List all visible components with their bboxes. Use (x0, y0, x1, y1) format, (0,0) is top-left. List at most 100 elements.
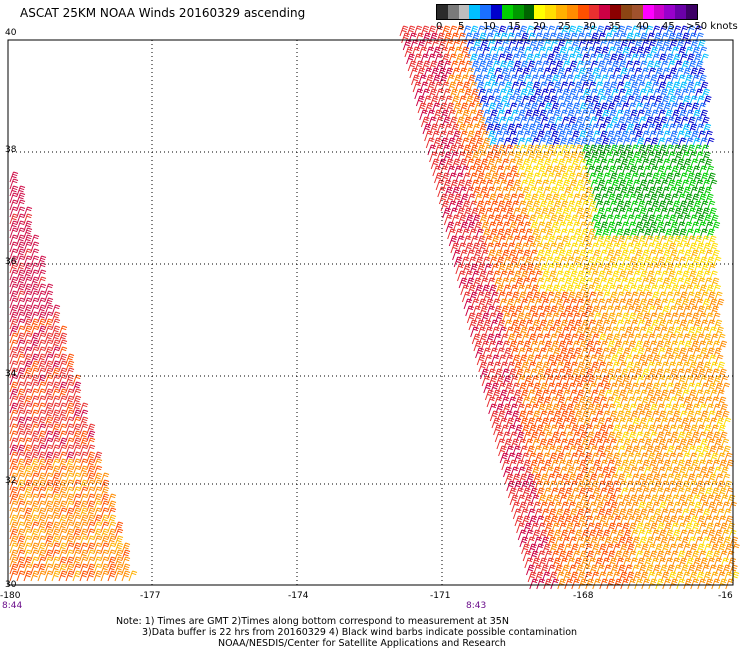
wind-barb (571, 193, 581, 205)
wind-barb (65, 374, 75, 386)
wind-barb (100, 486, 110, 498)
wind-barb (461, 81, 471, 93)
wind-barb (500, 67, 510, 79)
wind-barb (100, 563, 110, 575)
wind-barb (58, 521, 68, 533)
wind-barb (648, 368, 657, 380)
wind-barb (121, 570, 131, 582)
wind-barb (512, 60, 522, 72)
wind-barb (636, 200, 646, 212)
wind-barb (535, 487, 545, 499)
wind-barb (673, 389, 683, 401)
wind-barb (524, 557, 533, 569)
wind-barb (579, 403, 588, 415)
wind-barb (694, 179, 704, 191)
wind-barb (700, 172, 709, 184)
wind-barb (637, 144, 647, 156)
wind-barb (23, 451, 33, 463)
wind-barb (551, 522, 560, 534)
wind-barb (652, 326, 661, 338)
wind-barb (665, 172, 674, 184)
wind-barb (515, 340, 525, 352)
wind-barb (590, 32, 599, 44)
wind-barb (570, 487, 580, 499)
wind-barb (594, 557, 603, 569)
wind-barb (638, 536, 648, 548)
wind-barb (673, 179, 683, 191)
wind-barb (666, 207, 675, 219)
wind-barb (584, 305, 593, 317)
wind-barb (627, 130, 636, 142)
wind-barb (715, 564, 724, 576)
wind-barb (573, 228, 582, 240)
wind-barb (544, 165, 554, 177)
wind-barb (647, 424, 656, 436)
wind-barb (508, 130, 517, 142)
wind-barb (686, 144, 696, 156)
wind-barb (550, 221, 560, 233)
wind-barb (696, 487, 706, 499)
wind-barb (680, 508, 690, 520)
wind-barb (559, 109, 568, 121)
wind-barb (9, 283, 19, 295)
wind-barb (565, 165, 575, 177)
wind-barb (30, 332, 40, 344)
wind-barb (593, 284, 602, 296)
wind-barb (653, 480, 662, 492)
wind-barb (462, 144, 472, 156)
wind-barb (9, 332, 19, 344)
wind-barb (675, 277, 685, 289)
wind-barb (520, 32, 529, 44)
wind-barb (593, 375, 603, 387)
wind-barb (16, 535, 26, 547)
wind-barb (86, 472, 96, 484)
wind-barb (705, 284, 714, 296)
wind-barb (682, 186, 691, 198)
wind-barb (631, 389, 641, 401)
wind-barb (9, 325, 19, 337)
wind-barb (703, 487, 713, 499)
wind-barb (567, 25, 577, 37)
wind-barb (672, 144, 682, 156)
wind-barb (480, 312, 490, 324)
wind-barb (533, 389, 543, 401)
wind-barb (573, 200, 583, 212)
wind-barb (700, 144, 710, 156)
wind-barb (646, 452, 656, 464)
wind-barb (520, 95, 530, 107)
wind-barb (525, 53, 534, 65)
wind-barb (692, 228, 701, 240)
wind-barb (482, 109, 491, 121)
wind-barb (107, 528, 117, 540)
wind-barb (79, 549, 89, 561)
wind-barb (608, 438, 618, 450)
wind-barb (641, 459, 650, 471)
wind-barb (669, 340, 679, 352)
wind-barb (702, 95, 712, 107)
wind-barb (554, 298, 564, 310)
wind-barb (692, 109, 701, 121)
wind-barb (564, 550, 574, 562)
wind-barb (44, 346, 54, 358)
wind-barb (661, 39, 671, 51)
wind-barb (567, 263, 576, 275)
wind-barb (640, 487, 650, 499)
wind-barb (667, 32, 676, 44)
wind-barb (671, 81, 681, 93)
wind-barb (462, 263, 471, 275)
wind-barb (710, 305, 719, 317)
wind-barb (521, 67, 531, 79)
wind-barb (23, 227, 33, 239)
wind-barb (603, 536, 613, 548)
wind-barb (535, 396, 545, 408)
lat-label-32: 32 (5, 476, 17, 486)
wind-barb (544, 46, 554, 58)
wind-barb (696, 396, 706, 408)
wind-barb (634, 312, 644, 324)
wind-barb (650, 81, 660, 93)
wind-barb (517, 438, 527, 450)
wind-barb (658, 144, 668, 156)
wind-barb (684, 46, 694, 58)
wind-barb (682, 487, 692, 499)
